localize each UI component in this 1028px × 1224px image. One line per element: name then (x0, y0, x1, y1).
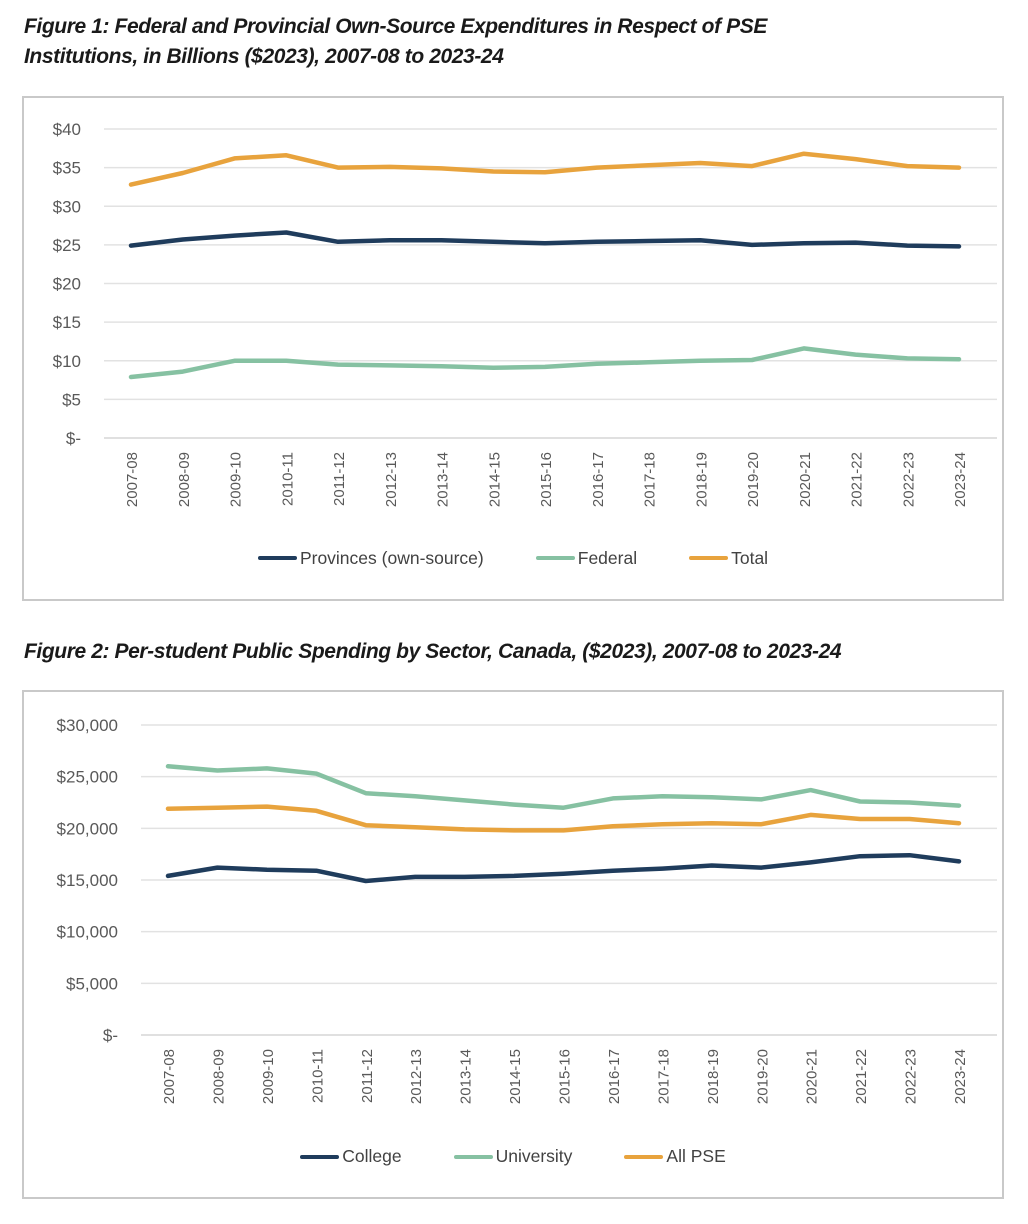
y-axis-tick-label: $30,000 (57, 716, 118, 735)
y-axis-tick-label: $30 (53, 197, 81, 216)
y-axis-tick-label: $25 (53, 236, 81, 255)
x-axis-tick-label: 2016-17 (590, 452, 607, 507)
x-axis-tick-label: 2022-23 (903, 1049, 920, 1104)
legend-swatch-federal-icon (535, 555, 575, 561)
legend-item-university: University (453, 1146, 573, 1167)
y-axis-tick-label: $25,000 (57, 768, 118, 787)
legend-item-college: College (300, 1146, 402, 1167)
legend-label-university: University (495, 1146, 573, 1167)
legend-swatch-total-icon (689, 555, 729, 561)
figure1-plot: $40 $35 $30 $25 $20 $15 $10 $5 $- 2007-08 2008-09 2… (53, 120, 997, 507)
legend-swatch-all-pse-icon (624, 1154, 664, 1160)
x-axis-tick-label: 2015-16 (557, 1049, 574, 1104)
series-line-provinces-own-source (128, 229, 962, 249)
x-axis-tick-label: 2019-20 (754, 1049, 771, 1104)
y-axis-tick-label: $15 (53, 313, 81, 332)
legend-swatch-provinces-icon (257, 555, 297, 561)
figure1-legend: Provinces (own-source) Federal Total (24, 534, 1002, 599)
legend-item-federal: Federal (535, 547, 638, 569)
x-axis-tick-label: 2020-21 (797, 452, 814, 507)
x-axis-tick-label: 2010-11 (279, 452, 296, 506)
series-line-university (165, 764, 962, 811)
y-axis-tick-label: $10 (53, 351, 81, 370)
x-axis-tick-label: 2023-24 (952, 1049, 969, 1104)
x-axis-tick-label: 2015-16 (538, 452, 555, 507)
figure2-plot: $30,000 $25,000 $20,000 $15,000 $10,000 $5,00… (57, 716, 997, 1105)
x-axis-tick-label: 2019-20 (745, 452, 762, 507)
x-axis-tick-label: 2017-18 (642, 452, 659, 507)
x-axis-tick-label: 2018-19 (693, 452, 710, 507)
y-axis-tick-label: $40 (53, 120, 81, 139)
legend-label-all-pse: All PSE (666, 1146, 726, 1167)
figure2-title-line1: Figure 2: Per-student Public Spending by… (24, 639, 842, 663)
legend-label-provinces: Provinces (own-source) (299, 547, 484, 568)
series-line-total (128, 151, 962, 187)
series-line-all-pse (165, 804, 962, 834)
legend-label-college: College (342, 1146, 402, 1167)
y-axis-tick-label: $20 (53, 274, 81, 293)
figure1-title-line2: Institutions, in Billions ($2023), 2007-… (24, 44, 504, 68)
x-axis-tick-label: 2013-14 (458, 1049, 475, 1104)
x-axis-tick-label: 2021-22 (849, 452, 866, 507)
x-axis-tick-label: 2014-15 (486, 452, 503, 507)
legend-swatch-university-icon (453, 1154, 493, 1160)
legend-item-total: Total (689, 548, 768, 569)
x-axis-tick-label: 2014-15 (507, 1049, 524, 1104)
x-axis-tick-label: 2023-24 (952, 452, 969, 507)
x-axis-tick-label: 2022-23 (900, 452, 917, 507)
figure2-chart: $30,000 $25,000 $20,000 $15,000 $10,000 $5,00… (22, 690, 1004, 1200)
y-axis-tick-label: $15,000 (57, 871, 118, 890)
x-axis-tick-label: 2011-12 (359, 1049, 376, 1103)
y-axis-tick-label: $- (103, 1026, 118, 1045)
legend-label-total: Total (731, 547, 769, 568)
x-axis-tick-label: 2011-12 (331, 452, 348, 506)
y-axis-tick-label: $35 (53, 158, 81, 177)
figure2-title: Figure 2: Per-student Public Spending by… (24, 637, 1006, 667)
legend-swatch-college-icon (300, 1154, 340, 1160)
figure1-chart: $40 $35 $30 $25 $20 $15 $10 $5 $- 2007-08 2008-09 2… (22, 95, 1004, 601)
figure2-legend: College University All PSE (24, 1132, 1002, 1197)
x-axis-tick-label: 2007-08 (161, 1049, 178, 1104)
x-axis-tick-label: 2012-13 (408, 1049, 425, 1104)
x-axis-tick-label: 2017-18 (655, 1049, 672, 1104)
x-axis-tick-label: 2013-14 (435, 452, 452, 507)
x-axis-tick-label: 2009-10 (260, 1049, 277, 1104)
x-axis-tick-label: 2016-17 (606, 1049, 623, 1104)
series-line-college (165, 853, 962, 884)
x-axis-tick-label: 2012-13 (383, 452, 400, 507)
x-axis-tick-label: 2008-09 (210, 1049, 227, 1104)
legend-label-federal: Federal (577, 547, 638, 568)
legend-item-all-pse: All PSE (624, 1146, 726, 1167)
figure1-title: Figure 1: Federal and Provincial Own-Sou… (24, 12, 1006, 72)
series-line-federal (128, 345, 962, 379)
x-axis-tick-label: 2018-19 (705, 1049, 722, 1104)
y-axis-tick-label: $5 (62, 390, 81, 409)
x-axis-tick-label: 2020-21 (804, 1049, 821, 1104)
figure1-title-line1: Figure 1: Federal and Provincial Own-Sou… (24, 15, 767, 38)
y-axis-tick-label: $- (66, 429, 81, 448)
x-axis-tick-label: 2010-11 (309, 1049, 326, 1103)
x-axis-tick-label: 2021-22 (853, 1049, 870, 1104)
x-axis-tick-label: 2007-08 (124, 452, 141, 507)
y-axis-tick-label: $5,000 (66, 975, 118, 994)
x-axis-tick-label: 2009-10 (228, 452, 245, 507)
x-axis-tick-label: 2008-09 (176, 452, 193, 507)
y-axis-tick-label: $20,000 (57, 820, 118, 839)
y-axis-tick-label: $10,000 (57, 923, 118, 942)
legend-item-provinces: Provinces (own-source) (257, 547, 484, 569)
